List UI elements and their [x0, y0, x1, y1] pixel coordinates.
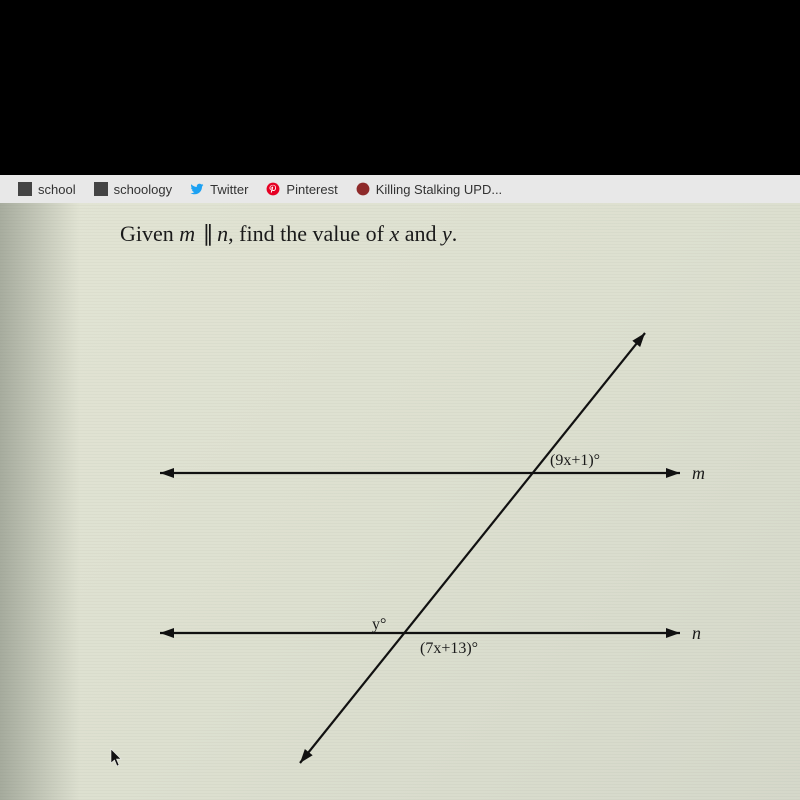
question-text: Given m ∥ n, find the value of x and y. — [120, 221, 457, 247]
question-var-m: m — [179, 221, 195, 246]
generic-site-icon — [356, 182, 370, 196]
svg-text:(9x+1)°: (9x+1)° — [550, 452, 600, 469]
bookmark-pinterest[interactable]: Pinterest — [266, 182, 337, 197]
bookmark-killing-stalking[interactable]: Killing Stalking UPD... — [356, 182, 502, 197]
cursor-icon — [110, 748, 124, 768]
content-area: Given m ∥ n, find the value of x and y. … — [0, 203, 800, 800]
question-var-y: y — [442, 221, 452, 246]
question-and: and — [399, 221, 442, 246]
svg-text:m: m — [692, 463, 705, 483]
sidebar-shadow — [0, 203, 80, 800]
svg-text:y°: y° — [372, 616, 386, 633]
question-var-n: n — [217, 221, 228, 246]
question-suffix: , find the value of — [228, 221, 389, 246]
geometry-diagram: (9x+1)° (7x+13)° y° m n — [100, 273, 740, 773]
twitter-icon — [190, 182, 204, 196]
diagram-area: (9x+1)° (7x+13)° y° m n — [100, 273, 740, 773]
bookmark-label: school — [38, 182, 76, 197]
pinterest-icon — [266, 182, 280, 196]
bookmark-school[interactable]: school — [18, 182, 76, 197]
top-black-region — [0, 0, 800, 175]
bookmark-label: Pinterest — [286, 182, 337, 197]
parallel-symbol: ∥ — [201, 221, 212, 247]
bookmark-label: Killing Stalking UPD... — [376, 182, 502, 197]
bookmarks-bar: school schoology Twitter Pinterest Killi… — [0, 175, 800, 203]
bookmark-twitter[interactable]: Twitter — [190, 182, 248, 197]
bookmark-label: schoology — [114, 182, 173, 197]
question-var-x: x — [389, 221, 399, 246]
bookmark-label: Twitter — [210, 182, 248, 197]
svg-text:n: n — [692, 623, 701, 643]
bookmark-schoology[interactable]: schoology — [94, 182, 173, 197]
folder-icon — [18, 182, 32, 196]
question-prefix: Given — [120, 221, 179, 246]
question-period: . — [452, 221, 458, 246]
svg-text:(7x+13)°: (7x+13)° — [420, 640, 478, 657]
folder-icon — [94, 182, 108, 196]
